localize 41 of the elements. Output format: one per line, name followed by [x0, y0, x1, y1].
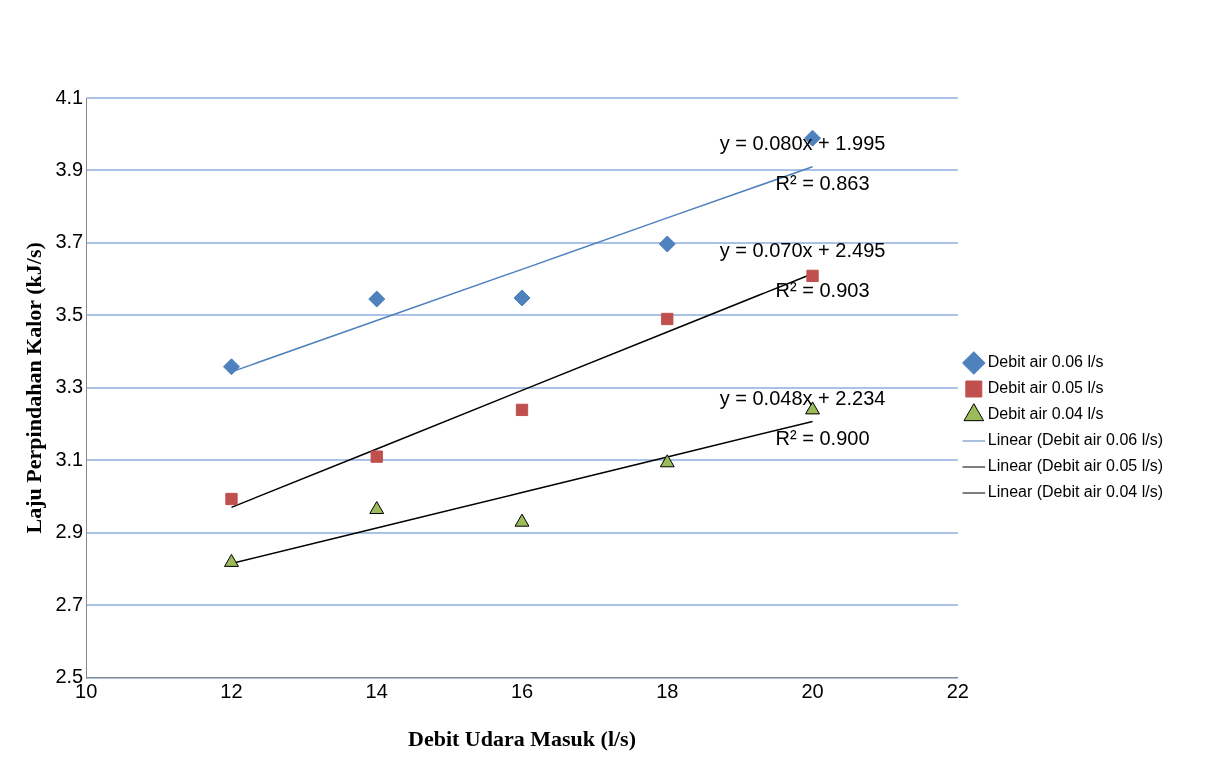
y-tick-label: 3.9 — [55, 157, 84, 180]
x-tick-label: 12 — [220, 680, 243, 703]
y-tick-label: 4.1 — [55, 85, 84, 108]
legend-label: Linear (Debit air 0.04 l/s) — [987, 483, 1163, 501]
y-tick-label: 3.7 — [55, 230, 84, 253]
annotation: R² = 0.863 — [775, 172, 870, 195]
x-tick-label: 22 — [946, 680, 969, 703]
point — [514, 513, 530, 527]
point — [806, 269, 819, 283]
legend-label: Debit air 0.05 l/s — [987, 379, 1104, 397]
y-tick-label: 2.9 — [55, 520, 84, 543]
point — [370, 450, 383, 463]
x-tick-label: 16 — [510, 680, 534, 703]
y-tick-label: 3.5 — [55, 302, 84, 325]
point — [659, 454, 675, 468]
point — [661, 312, 674, 326]
point — [225, 492, 238, 506]
point — [368, 290, 386, 308]
x-tick-label: 20 — [801, 680, 824, 703]
y-tick-label: 3.1 — [55, 447, 84, 470]
point — [515, 403, 529, 417]
legend-label: Linear (Debit air 0.06 l/s) — [987, 431, 1163, 449]
x-tick-label: 14 — [365, 680, 388, 703]
annotation: y = 0.070x + 2.495 — [719, 239, 886, 262]
y-axis-title: Laju Perpindahan Kalor (kJ/s) — [20, 242, 46, 534]
x-axis-title: Debit Udara Masuk (l/s) — [408, 726, 636, 752]
annotation: R² = 0.900 — [775, 427, 870, 449]
annotation: y = 0.048x + 2.234 — [719, 387, 886, 409]
legend-label: Linear (Debit air 0.05 l/s) — [987, 457, 1163, 475]
point — [513, 289, 531, 307]
point — [369, 501, 385, 515]
legend-label: Debit air 0.06 l/s — [987, 353, 1104, 371]
legend-label: Debit air 0.04 l/s — [987, 405, 1104, 423]
annotation: R² = 0.903 — [775, 279, 870, 302]
annotation: y = 0.080x + 1.995 — [719, 132, 886, 155]
point — [658, 235, 676, 253]
point — [224, 553, 239, 567]
point — [222, 358, 240, 376]
y-tick-label: 3.3 — [55, 375, 84, 398]
y-tick-label: 2.7 — [55, 592, 84, 615]
x-tick-label: 18 — [656, 680, 679, 703]
